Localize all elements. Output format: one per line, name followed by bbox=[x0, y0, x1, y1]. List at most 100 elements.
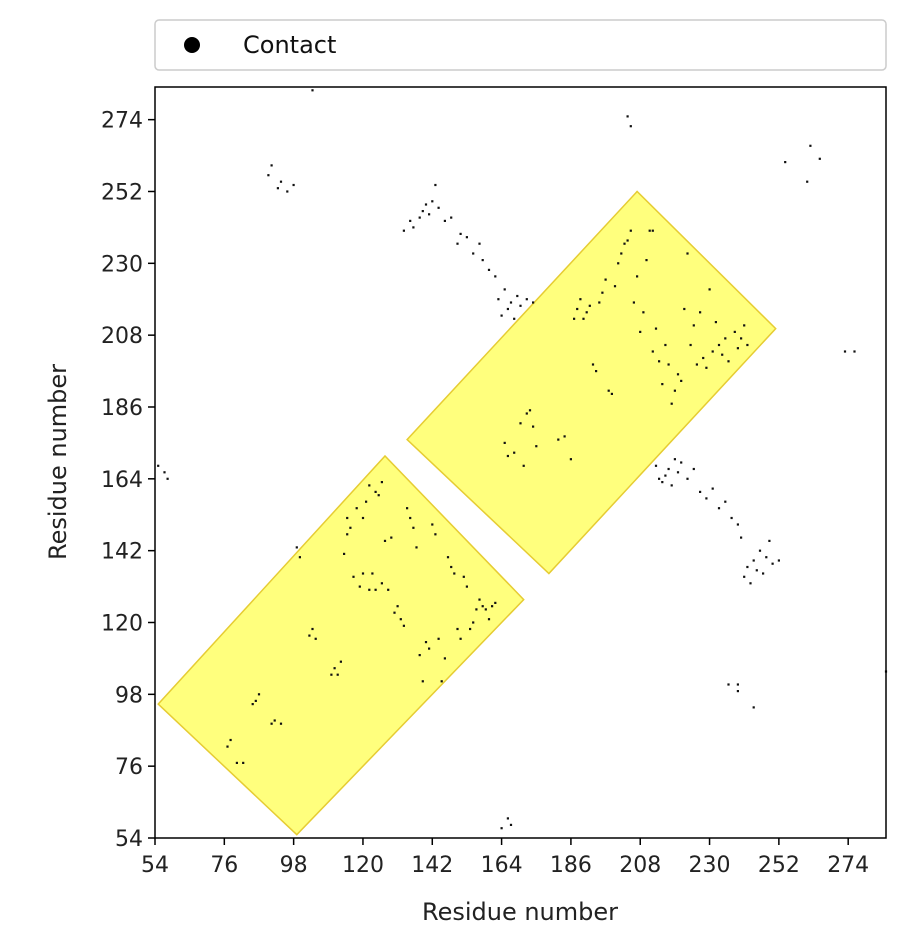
contact-point bbox=[658, 360, 661, 363]
contact-point bbox=[273, 719, 276, 722]
contact-point bbox=[658, 477, 661, 480]
contact-point bbox=[727, 360, 730, 363]
x-tick-label: 98 bbox=[280, 853, 308, 878]
contact-point bbox=[424, 203, 428, 206]
y-tick-label: 142 bbox=[101, 540, 143, 565]
contact-point bbox=[434, 533, 437, 536]
contact-point bbox=[651, 229, 654, 232]
contact-point bbox=[462, 575, 465, 578]
contact-point bbox=[743, 324, 746, 327]
x-tick-label: 54 bbox=[141, 853, 169, 878]
contact-point bbox=[702, 356, 705, 360]
contact-point bbox=[758, 549, 762, 552]
contact-point bbox=[380, 481, 383, 484]
contact-point bbox=[424, 641, 428, 644]
contact-point bbox=[437, 637, 440, 640]
contact-point bbox=[588, 304, 591, 307]
legend: Contact bbox=[154, 19, 887, 71]
contact-point bbox=[506, 307, 509, 311]
contact-point bbox=[343, 552, 346, 555]
contact-point bbox=[421, 210, 424, 213]
contact-point bbox=[434, 183, 437, 187]
y-tick-label: 76 bbox=[115, 755, 143, 780]
contact-point bbox=[626, 239, 629, 242]
contact-point bbox=[456, 627, 459, 631]
contact-point bbox=[472, 621, 475, 624]
contact-point bbox=[428, 647, 431, 650]
contact-point bbox=[692, 467, 695, 471]
contact-point bbox=[361, 516, 365, 520]
contact-point bbox=[503, 288, 506, 291]
contact-point bbox=[459, 232, 462, 235]
contact-point bbox=[314, 637, 317, 640]
y-tick-label: 208 bbox=[101, 324, 143, 349]
y-tick-label: 186 bbox=[101, 396, 143, 421]
contact-point bbox=[648, 229, 651, 232]
contact-point bbox=[270, 164, 273, 167]
contact-point bbox=[676, 471, 680, 474]
contact-point bbox=[519, 422, 522, 425]
contact-point bbox=[525, 298, 528, 301]
contact-point bbox=[437, 206, 440, 209]
contact-point bbox=[670, 402, 673, 405]
contact-point bbox=[736, 690, 739, 693]
contact-point bbox=[465, 585, 468, 588]
x-tick-label: 230 bbox=[689, 853, 731, 878]
contact-point bbox=[257, 693, 261, 696]
contact-point bbox=[746, 565, 749, 569]
contact-point bbox=[333, 667, 336, 670]
contact-point bbox=[481, 259, 484, 262]
contact-point bbox=[708, 288, 711, 291]
y-tick-label: 98 bbox=[115, 683, 143, 708]
contact-point bbox=[711, 487, 714, 490]
contact-point bbox=[402, 229, 405, 232]
contact-point bbox=[632, 301, 635, 304]
contact-point bbox=[497, 298, 500, 301]
x-tick-label: 208 bbox=[619, 853, 661, 878]
contact-point bbox=[431, 200, 434, 203]
contact-point bbox=[393, 611, 396, 614]
contact-point bbox=[733, 330, 736, 333]
contact-point bbox=[475, 608, 478, 611]
contact-point bbox=[695, 363, 698, 366]
contact-point bbox=[730, 516, 733, 520]
contact-point bbox=[456, 242, 459, 245]
contact-point bbox=[680, 379, 683, 382]
contact-point bbox=[686, 252, 689, 255]
contact-point bbox=[689, 343, 692, 347]
contact-point bbox=[629, 229, 632, 232]
contact-point bbox=[465, 236, 468, 239]
contact-point bbox=[487, 618, 491, 621]
contact-point bbox=[295, 546, 298, 549]
contact-point bbox=[412, 526, 415, 529]
contact-point bbox=[651, 350, 654, 353]
contact-point bbox=[368, 588, 371, 591]
contact-point bbox=[450, 565, 453, 569]
contact-point bbox=[736, 683, 739, 686]
contact-point bbox=[563, 435, 566, 438]
contact-point bbox=[661, 383, 664, 386]
contact-point bbox=[613, 285, 617, 288]
contact-point bbox=[525, 412, 528, 415]
contact-point bbox=[699, 311, 702, 314]
contact-point bbox=[308, 634, 311, 637]
contact-point bbox=[509, 823, 513, 826]
contact-point bbox=[443, 657, 446, 660]
contact-point bbox=[686, 477, 689, 480]
contact-point bbox=[453, 572, 456, 575]
contact-point bbox=[415, 546, 418, 549]
contact-point bbox=[336, 673, 339, 676]
contact-point bbox=[595, 370, 598, 373]
x-tick-label: 274 bbox=[827, 853, 869, 878]
contact-point bbox=[494, 275, 497, 278]
y-tick-label: 274 bbox=[101, 109, 143, 134]
contact-point bbox=[365, 500, 368, 503]
contact-point bbox=[478, 242, 481, 245]
contact-point bbox=[443, 219, 446, 222]
contact-point bbox=[506, 454, 509, 458]
contact-point bbox=[610, 392, 613, 395]
contact-point bbox=[579, 298, 582, 301]
contact-point bbox=[399, 618, 402, 621]
x-tick-label: 142 bbox=[411, 853, 453, 878]
contact-point bbox=[680, 461, 683, 464]
